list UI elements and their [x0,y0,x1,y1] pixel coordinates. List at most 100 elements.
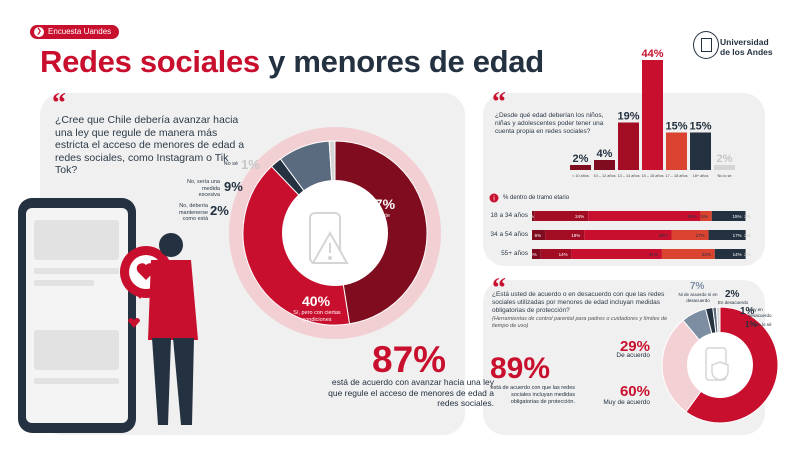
row-18-34: 18 a 34 años [490,212,528,219]
university-crest-icon [693,31,719,59]
label-en-desacuerdo: En desacuerdo [717,300,749,305]
donut-ley-hole [282,180,388,286]
stack-2-3 [661,249,715,259]
stack-label-1-3: 17% [696,233,705,238]
bar-edad-value-5: 15% [689,121,711,133]
stack-label-0-3: 5% [701,214,708,219]
stack-label-0-5: 2% [744,214,751,219]
person-phone-illustration [18,198,198,433]
tramo-header: % dentro de tramo etario [503,195,570,201]
bar-edad-category-4: 17 – 18 años [666,174,688,178]
phone-shield-icon [705,347,729,381]
stack-label-1-1: 18% [571,233,580,238]
pct-de-acuerdo: 29% [619,338,650,355]
stack-label-2-5: 2% [744,252,751,257]
stack-2-2 [571,249,662,259]
stack-label-1-2: 40% [659,233,668,238]
bar-edad-category-5: 18+ años [693,174,709,178]
stack-label-0-0: 1% [532,214,534,219]
svg-text:i: i [493,196,495,203]
pct-en-desacuerdo: 2% [725,289,740,300]
stack-1-2 [584,230,672,240]
pct-muy-de-acuerdo: 60% [619,383,650,400]
donut-proteccion [661,306,779,424]
university-name-line1: Universidad [720,37,769,47]
person-head [159,233,183,257]
pct-no-excesiva: 9% [224,179,243,194]
stack-label-2-2: 41% [649,252,658,257]
stack-label-2-3: 24% [702,252,711,257]
question-ley: ¿Cree que Chile debería avanzar hacia un… [55,114,245,176]
headline-87-text: está de acuerdo con avanzar hacia una le… [328,377,494,408]
stack-2-0 [532,249,541,259]
stack-label-2-1: 14% [559,252,568,257]
bar-edad-category-3: 15 – 16 años [642,174,664,178]
page-title: Redes sociales y menores de edad [40,44,544,80]
bar-edad-6 [714,165,735,170]
pct-no-lo-se: 1% [745,320,757,329]
pct-ni-acuerdo: 7% [690,281,705,292]
pct-no-se: 1% [241,157,260,172]
donut-ley [229,127,441,339]
bar-edad-category-1: 10 – 12 años [594,174,616,178]
bar-edad-4 [666,132,687,170]
info-icon: i [489,193,499,203]
label-no-mantenerse: No, debería mantenerse como está [178,203,208,222]
bar-edad-value-1: 4% [597,148,613,160]
chevron-right-icon: ❯ [34,27,44,37]
bar-edad-value-2: 19% [617,111,639,123]
bar-edad-value-6: 2% [717,153,733,165]
stack-0-1 [534,211,589,221]
stack-label-2-0: 4% [532,252,537,257]
headline-89: 89% [490,352,551,385]
survey-tag-label: Encuesta Uandes [48,27,112,36]
heart-icon [136,263,156,280]
label-no-lo-se: No lo sé [755,322,772,327]
bar-chart-edad: 2% < 10 años 4% 10 – 12 años 19% 13 – 14 años… [570,48,735,178]
quote-mark-2: “ [492,87,506,118]
pct-no-mantenerse: 2% [210,203,229,218]
bar-edad-2 [618,122,639,170]
pct-si-totalmente: 47% [367,196,396,212]
question-edad: ¿Desde qué edad deberían los niños, niña… [495,112,604,135]
page-title-dark: y menores de edad [268,44,544,79]
phone-warning-icon [309,212,349,264]
stack-0-3 [700,211,712,221]
bar-edad-value-0: 2% [573,153,589,165]
question-proteccion-note: (Herramientas de control parental para p… [492,316,668,329]
bar-edad-category-6: No lo sé [718,174,732,178]
label-si-totalmente: Sí, totalmente [356,213,390,219]
quote-mark-3: “ [492,273,506,304]
stack-0-4 [711,211,746,221]
label-muy-de-acuerdo: Muy de acuerdo [603,399,650,406]
stack-label-0-4: 15% [732,214,741,219]
university-name-line2: de los Andes [720,47,773,57]
label-muy-en-desacuerdo: Muy en desacuerdo [748,307,772,318]
university-logo: Universidad de los Andes [693,31,781,65]
stack-0-2 [588,211,701,221]
label-si-condiciones: Sí, pero con ciertas condiciones [293,310,341,323]
bar-edad-5 [690,132,711,170]
headline-87: 87% [372,339,447,380]
label-no-se: No sé [223,161,238,167]
university-name: Universidad de los Andes [720,37,773,57]
stack-1-1 [545,230,585,240]
question-proteccion: ¿Está usted de acuerdo o en desacuerdo c… [492,291,665,314]
label-no-excesiva: No, sería una medida excesiva [186,179,220,198]
bar-edad-category-2: 13 – 14 años [618,174,640,178]
stack-1-4 [708,230,746,240]
label-de-acuerdo: De acuerdo [616,352,650,359]
bar-edad-3 [642,60,663,170]
survey-tag: ❯ Encuesta Uandes [30,25,120,39]
stack-label-0-2: 50% [688,214,697,219]
person-shirt [148,260,198,340]
bar-edad-value-4: 15% [665,121,687,133]
label-ni-acuerdo: Ni de acuerdo ni en desacuerdo [678,292,718,303]
headline-89-text: está de acuerdo con que las redes social… [490,385,575,405]
stack-label-1-4: 17% [733,233,742,238]
stacked-bars-tramo: 1%24%50%5%15%2%6%18%40%17%17%2%4%14%41%2… [532,211,751,259]
row-55: 55+ años [501,250,528,257]
page-title-red: Redes sociales [40,44,260,79]
bar-edad-value-3: 44% [641,48,663,60]
stack-2-4 [714,249,746,259]
